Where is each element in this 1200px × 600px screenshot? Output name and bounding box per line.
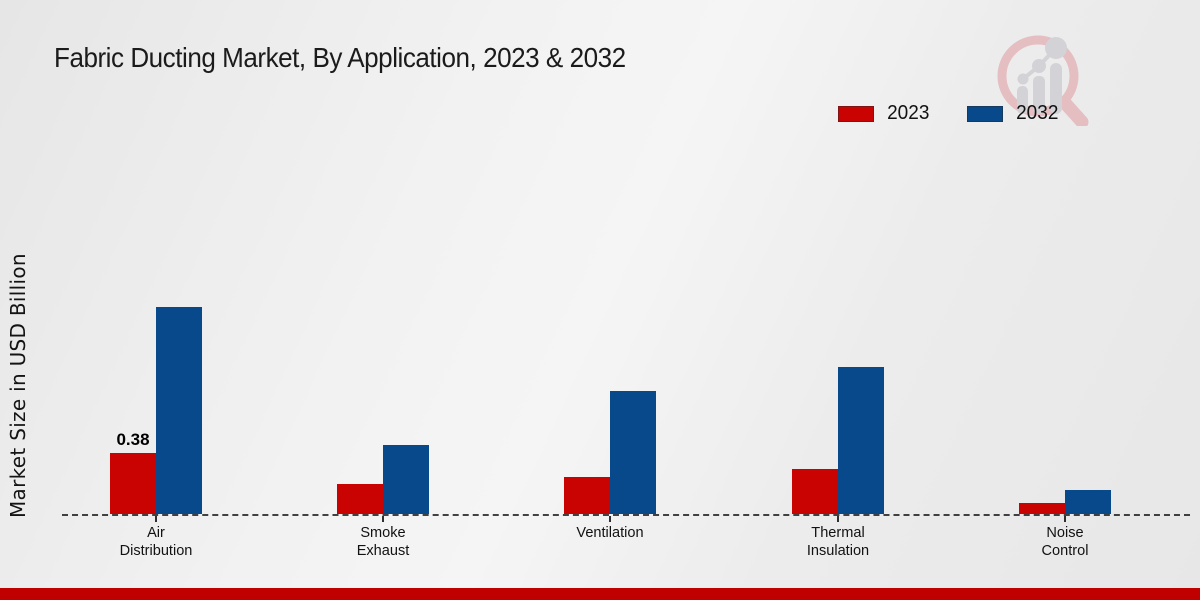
legend-label-2023: 2023 xyxy=(887,102,930,124)
bar-2032-noise-control xyxy=(1065,490,1111,514)
bar-2032-ventilation xyxy=(610,391,656,514)
category-label-thermal-insulation: Thermal Insulation xyxy=(806,524,870,559)
bar-data-label: 0.38 xyxy=(116,430,150,449)
legend-item-2032: 2032 xyxy=(966,102,1060,125)
x-axis-tick xyxy=(382,516,384,522)
legend-swatch-2032 xyxy=(966,105,1003,122)
footer-band xyxy=(0,588,1200,600)
x-axis-tick xyxy=(609,516,611,522)
category-label-ventilation: Ventilation xyxy=(576,524,644,541)
bar-2032-thermal-insulation xyxy=(838,367,884,514)
legend: 2023 2032 xyxy=(838,102,1059,125)
legend-swatch-2023 xyxy=(838,105,874,122)
category-label-air-distribution: Air Distribution xyxy=(119,524,193,559)
category-label-noise-control: Noise Control xyxy=(1041,524,1089,559)
bar-2032-air-distribution xyxy=(156,307,202,514)
legend-item-2023: 2023 xyxy=(838,102,931,125)
bar-2023-thermal-insulation xyxy=(792,469,838,514)
category-label-smoke-exhaust: Smoke Exhaust xyxy=(356,524,410,559)
bar-2032-smoke-exhaust xyxy=(383,445,429,514)
trend-line xyxy=(1017,37,1067,85)
bar-2023-air-distribution xyxy=(110,453,156,514)
x-axis-tick xyxy=(837,516,839,522)
bar-2023-noise-control xyxy=(1019,503,1065,514)
x-axis-tick xyxy=(155,516,157,522)
trend-bars xyxy=(1017,63,1062,114)
x-axis-tick xyxy=(1064,516,1066,522)
bar-2023-smoke-exhaust xyxy=(337,484,383,514)
zero-baseline xyxy=(62,514,1190,516)
chart-title: Fabric Ducting Market, By Application, 2… xyxy=(54,42,626,73)
magnifier-bar-chart-logo-icon xyxy=(997,35,1089,126)
legend-label-2032: 2032 xyxy=(1015,102,1058,124)
bar-2023-ventilation xyxy=(564,477,610,514)
